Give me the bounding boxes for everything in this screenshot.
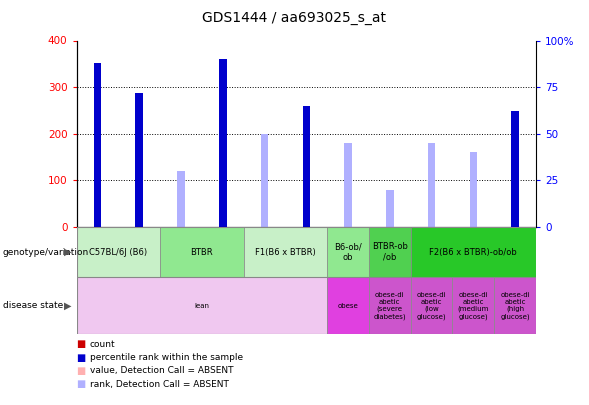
- Bar: [262, 164, 267, 227]
- Bar: [411, 277, 452, 334]
- Bar: [94, 63, 101, 227]
- Text: obese-di
abetic
(high
glucose): obese-di abetic (high glucose): [500, 292, 530, 320]
- Text: count: count: [90, 340, 115, 349]
- Bar: [304, 124, 309, 227]
- Bar: [177, 171, 185, 227]
- Bar: [369, 227, 411, 277]
- Bar: [452, 277, 494, 334]
- Text: BTBR: BTBR: [191, 247, 213, 257]
- Text: obese-di
abetic
(severe
diabetes): obese-di abetic (severe diabetes): [373, 292, 406, 320]
- Text: ■: ■: [77, 366, 86, 376]
- Bar: [261, 134, 268, 227]
- Text: ■: ■: [77, 379, 86, 389]
- Bar: [388, 190, 392, 227]
- Text: disease state: disease state: [3, 301, 63, 310]
- Bar: [77, 277, 327, 334]
- Text: ▶: ▶: [64, 247, 71, 257]
- Bar: [494, 277, 536, 334]
- Text: rank, Detection Call = ABSENT: rank, Detection Call = ABSENT: [90, 380, 229, 389]
- Text: ■: ■: [77, 339, 86, 349]
- Bar: [178, 176, 184, 227]
- Bar: [135, 93, 143, 227]
- Text: ■: ■: [77, 353, 86, 362]
- Text: obese: obese: [337, 303, 359, 309]
- Bar: [386, 190, 393, 227]
- Text: obese-di
abetic
(low
glucose): obese-di abetic (low glucose): [417, 292, 446, 320]
- Bar: [244, 227, 327, 277]
- Bar: [95, 85, 100, 227]
- Bar: [220, 73, 225, 227]
- Bar: [411, 227, 536, 277]
- Text: GDS1444 / aa693025_s_at: GDS1444 / aa693025_s_at: [203, 11, 386, 25]
- Bar: [160, 227, 244, 277]
- Text: BTBR-ob
/ob: BTBR-ob /ob: [372, 243, 408, 262]
- Text: C57BL/6J (B6): C57BL/6J (B6): [90, 247, 147, 257]
- Text: B6-ob/
ob: B6-ob/ ob: [334, 243, 362, 262]
- Bar: [303, 106, 310, 227]
- Text: ▶: ▶: [64, 301, 71, 311]
- Text: obese-di
abetic
(medium
glucose): obese-di abetic (medium glucose): [458, 292, 489, 320]
- Bar: [137, 115, 142, 227]
- Bar: [346, 166, 350, 227]
- Text: percentile rank within the sample: percentile rank within the sample: [90, 353, 243, 362]
- Bar: [77, 227, 160, 277]
- Bar: [469, 152, 477, 227]
- Bar: [512, 131, 518, 227]
- Bar: [428, 143, 435, 227]
- Bar: [511, 111, 519, 227]
- Text: F1(B6 x BTBR): F1(B6 x BTBR): [255, 247, 316, 257]
- Text: genotype/variation: genotype/variation: [3, 247, 89, 257]
- Bar: [471, 168, 476, 227]
- Bar: [327, 277, 369, 334]
- Bar: [345, 143, 352, 227]
- Bar: [429, 164, 434, 227]
- Text: lean: lean: [194, 303, 209, 309]
- Text: F2(B6 x BTBR)-ob/ob: F2(B6 x BTBR)-ob/ob: [429, 247, 517, 257]
- Bar: [327, 227, 369, 277]
- Bar: [219, 59, 227, 227]
- Text: value, Detection Call = ABSENT: value, Detection Call = ABSENT: [90, 367, 233, 375]
- Bar: [369, 277, 411, 334]
